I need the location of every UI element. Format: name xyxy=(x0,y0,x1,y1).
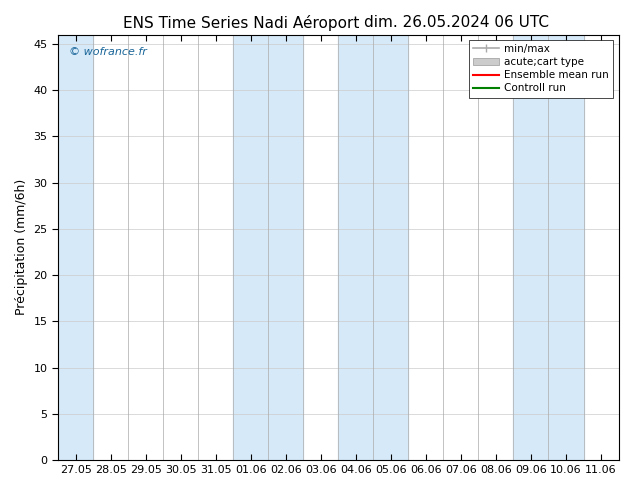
Text: © wofrance.fr: © wofrance.fr xyxy=(69,48,147,57)
Bar xyxy=(514,35,583,460)
Text: ENS Time Series Nadi Aéroport: ENS Time Series Nadi Aéroport xyxy=(123,15,359,31)
Text: dim. 26.05.2024 06 UTC: dim. 26.05.2024 06 UTC xyxy=(364,15,549,30)
Bar xyxy=(339,35,408,460)
Bar xyxy=(233,35,303,460)
Legend: min/max, acute;cart type, Ensemble mean run, Controll run: min/max, acute;cart type, Ensemble mean … xyxy=(469,40,613,98)
Bar xyxy=(58,35,93,460)
Y-axis label: Précipitation (mm/6h): Précipitation (mm/6h) xyxy=(15,179,28,316)
